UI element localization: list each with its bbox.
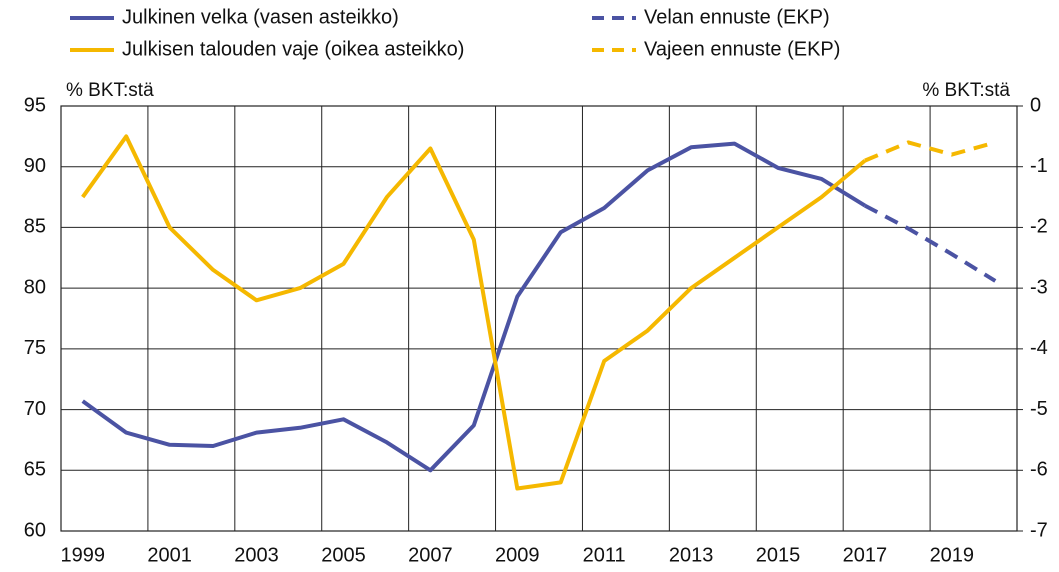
y2-tick-label: -4 <box>1030 337 1048 359</box>
x-tick-label: 2007 <box>408 544 453 566</box>
y2-tick-label: -3 <box>1030 276 1048 298</box>
plot-frame <box>60 105 1018 532</box>
legend-label: Vajeen ennuste (EKP) <box>644 38 840 60</box>
x-tick-label: 2005 <box>321 544 366 566</box>
y-tick-label: 70 <box>24 398 46 420</box>
y2-tick-label: -6 <box>1030 459 1048 481</box>
legend-label: Julkisen talouden vaje (oikea asteikko) <box>122 38 464 60</box>
y-tick-label: 85 <box>24 216 46 238</box>
x-tick-label: 2015 <box>756 544 801 566</box>
series-line <box>864 140 996 163</box>
series-line <box>863 203 997 283</box>
y-tick-label: 95 <box>24 94 46 116</box>
y-tick-label: 90 <box>24 155 46 177</box>
x-tick-label: 2011 <box>583 544 626 566</box>
y2-tick-label: -1 <box>1030 155 1048 177</box>
x-tick-label: 2001 <box>147 544 192 566</box>
y2-axis-label: % BKT:stä <box>922 80 1010 101</box>
legend-label: Velan ennuste (EKP) <box>644 6 830 28</box>
x-tick-label: 2019 <box>930 544 975 566</box>
y2-tick-label: -5 <box>1030 398 1048 420</box>
y2-tick-label: 0 <box>1030 94 1041 116</box>
y-tick-label: 60 <box>24 519 46 541</box>
x-tick-label: 2009 <box>495 544 540 566</box>
y-tick-label: 75 <box>24 337 46 359</box>
x-tick-label: 2017 <box>843 544 888 566</box>
y-axis-label: % BKT:stä <box>66 80 154 101</box>
y2-tick-label: -7 <box>1030 519 1048 541</box>
y2-tick-label: -2 <box>1030 216 1048 238</box>
x-tick-label: 2003 <box>234 544 279 566</box>
y-tick-label: 65 <box>24 459 46 481</box>
series-line <box>81 134 867 491</box>
legend-label: Julkinen velka (vasen asteikko) <box>122 6 399 28</box>
series-line <box>81 141 866 473</box>
x-tick-label: 2013 <box>669 544 714 566</box>
y-tick-label: 80 <box>24 276 46 298</box>
x-tick-label: 1999 <box>60 544 105 566</box>
